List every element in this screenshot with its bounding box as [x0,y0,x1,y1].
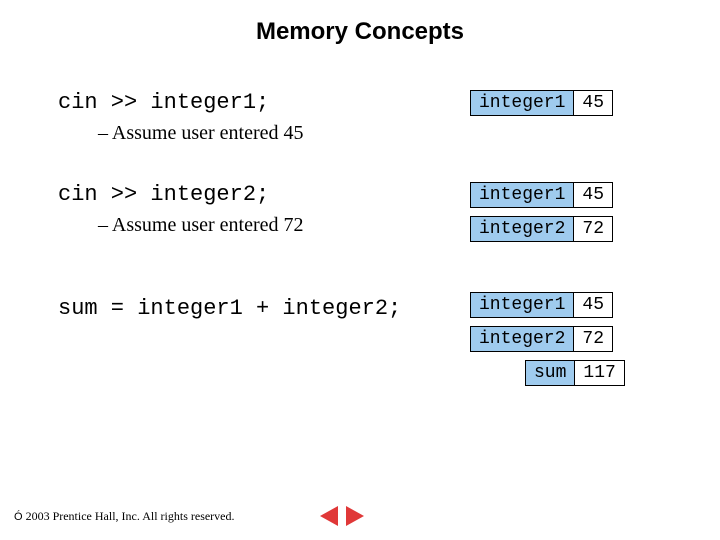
mem-label: integer1 [470,292,573,318]
mem-cell-b2-1: integer2 72 [470,216,613,242]
mem-value: 72 [573,216,613,242]
mem-cell-b1-0: integer1 45 [470,90,613,116]
mem-label: sum [525,360,574,386]
copyright-footer: Ó 2003 Prentice Hall, Inc. All rights re… [14,509,235,524]
sub-line-2: Assume user entered 72 [98,214,304,237]
code-line-2: cin >> integer2; [58,182,269,207]
next-arrow-icon[interactable] [346,506,364,526]
mem-cell-b3-0: integer1 45 [470,292,613,318]
mem-value: 45 [573,90,613,116]
code-line-1: cin >> integer1; [58,90,269,115]
nav-arrows [320,506,364,526]
mem-value: 72 [573,326,613,352]
mem-cell-b2-0: integer1 45 [470,182,613,208]
prev-arrow-icon[interactable] [320,506,338,526]
mem-label: integer2 [470,326,573,352]
mem-label: integer1 [470,90,573,116]
copyright-symbol: Ó [14,511,23,523]
sub-line-1: Assume user entered 45 [98,122,304,145]
mem-value: 45 [573,292,613,318]
mem-label: integer1 [470,182,573,208]
mem-label: integer2 [470,216,573,242]
mem-cell-b3-2: sum 117 [525,360,625,386]
code-line-3: sum = integer1 + integer2; [58,296,401,321]
mem-value: 45 [573,182,613,208]
mem-cell-b3-1: integer2 72 [470,326,613,352]
mem-value: 117 [574,360,624,386]
slide-title: Memory Concepts [0,18,720,46]
copyright-text: 2003 Prentice Hall, Inc. All rights rese… [26,509,235,523]
